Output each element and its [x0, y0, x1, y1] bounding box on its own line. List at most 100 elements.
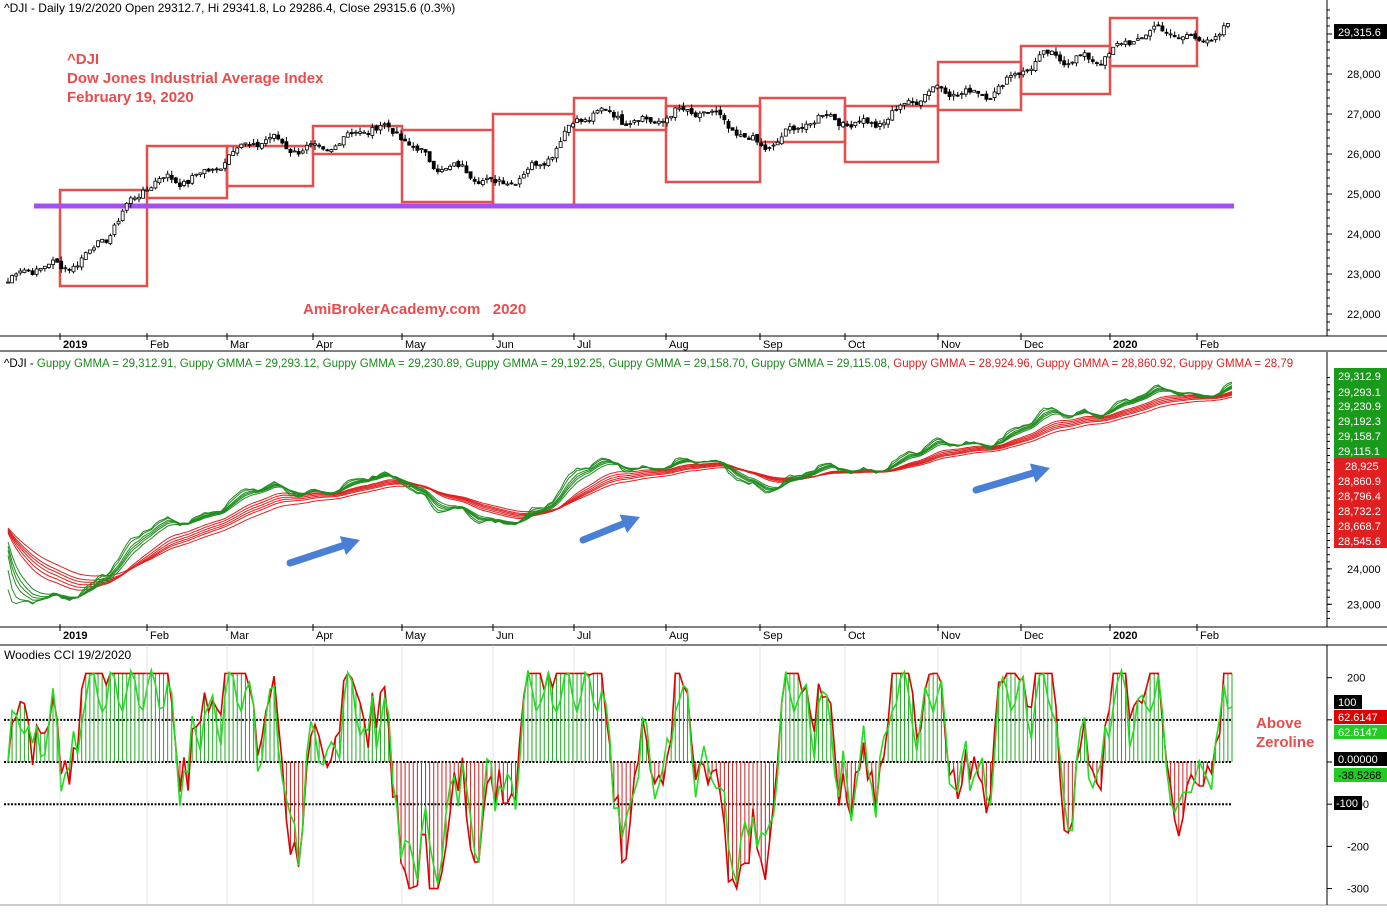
candle-body [1070, 61, 1075, 64]
candle-body [108, 235, 113, 245]
candle-body [1131, 41, 1136, 45]
candle-body [169, 175, 174, 180]
candle-body [341, 136, 346, 146]
candle-body [141, 189, 145, 199]
candle-body [472, 178, 477, 182]
candle-body [1095, 62, 1099, 65]
candle-body [480, 180, 485, 186]
cci-line [7, 670, 1232, 892]
candle-body [157, 178, 162, 184]
candle-body [378, 125, 383, 131]
x-tick-label: Jul [577, 339, 591, 351]
monthly-range-box [1019, 44, 1112, 96]
candle-body [607, 110, 612, 113]
candle-body [800, 127, 805, 129]
candle-body [1140, 37, 1144, 40]
candle-body [38, 268, 43, 271]
candle-body [632, 120, 637, 123]
x-tick-label: Feb [1200, 630, 1219, 642]
gmma-short-line-2 [7, 382, 1233, 604]
x-tick-label: Oct [848, 630, 865, 642]
candle-body [755, 134, 760, 143]
candle-body [1221, 25, 1226, 36]
gmma-header-prefix: ^DJI - [4, 358, 37, 370]
gmma-short-line-5 [7, 387, 1233, 599]
candle-body [767, 147, 772, 149]
candle-body [579, 118, 584, 123]
cci-tag-neg: -38.5268 [1338, 770, 1381, 782]
candle-body [1185, 34, 1189, 39]
x-tick-label: Aug [669, 630, 689, 642]
candle-body [239, 143, 244, 149]
candle-body [878, 123, 882, 127]
candle-body [198, 172, 203, 175]
price-ytick-label: 28,000 [1347, 69, 1381, 81]
candle-body [206, 168, 211, 172]
candle-body [75, 265, 80, 268]
candle-body [976, 90, 981, 94]
candle-body [898, 104, 903, 110]
candle-body [763, 144, 768, 150]
candle-body [513, 183, 518, 186]
candle-body [1107, 53, 1112, 58]
candle-body [656, 120, 661, 124]
x-tick-label: Nov [941, 630, 961, 642]
gmma-short-line-3 [7, 385, 1233, 601]
candle-body [505, 183, 510, 186]
candle-body [931, 86, 936, 93]
candle-body [18, 270, 23, 274]
candle-body [1037, 54, 1042, 62]
monthly-range-box [843, 104, 940, 164]
gmma-header-short: Guppy GMMA = 29,312.91, Guppy GMMA = 29,… [37, 358, 890, 370]
cci-ytick-label: -300 [1347, 884, 1369, 896]
gmma-long-line-5 [7, 394, 1233, 581]
x-tick-label: Sep [763, 339, 783, 351]
candle-body [882, 122, 886, 126]
candle-body [918, 100, 923, 106]
candle-body [861, 118, 866, 124]
candle-body [894, 108, 899, 111]
candle-body [947, 91, 952, 97]
candle-body [820, 115, 825, 117]
candle-body [890, 110, 895, 121]
gmma-short-line-4 [7, 386, 1233, 599]
candle-body [423, 149, 428, 153]
x-tick-label: Jun [496, 339, 514, 351]
candle-body [178, 182, 182, 188]
candle-body [616, 115, 620, 119]
candle-body [509, 182, 514, 185]
price-pane: 22,000 23,000 24,000 25,000 26,000 27,000 28,0… [6, 9, 1381, 351]
candle-body [914, 101, 919, 106]
x-tick-label: Dec [1024, 630, 1044, 642]
x-tick-label: Nov [941, 339, 961, 351]
candle-body [223, 162, 227, 169]
candle-body [886, 118, 891, 125]
gmma-long-line-3 [7, 392, 1233, 586]
candle-body [309, 143, 313, 146]
candle-body [92, 247, 96, 251]
candle-body [354, 131, 358, 134]
candle-body [1074, 55, 1079, 64]
candle-body [1160, 25, 1165, 32]
annotation-name: Dow Jones Industrial Average Index [67, 70, 324, 87]
candle-body [546, 158, 551, 166]
candle-body [448, 165, 453, 170]
candle-body [939, 86, 944, 89]
price-ytick-label: 27,000 [1347, 109, 1381, 121]
x-tick-label: Jun [496, 630, 514, 642]
candle-body [824, 114, 829, 116]
candle-body [714, 110, 719, 113]
candle-body [779, 136, 784, 145]
candle-body [566, 124, 571, 133]
monthly-range-box [936, 60, 1023, 112]
candle-body [599, 107, 604, 112]
candle-body [624, 123, 629, 126]
candle-body [525, 168, 530, 174]
candle-body [1127, 40, 1132, 46]
monthly-range-box [58, 188, 149, 288]
candle-body [161, 177, 166, 179]
candle-body [1197, 37, 1202, 41]
candle-body [87, 249, 92, 254]
candle-body [702, 111, 706, 114]
